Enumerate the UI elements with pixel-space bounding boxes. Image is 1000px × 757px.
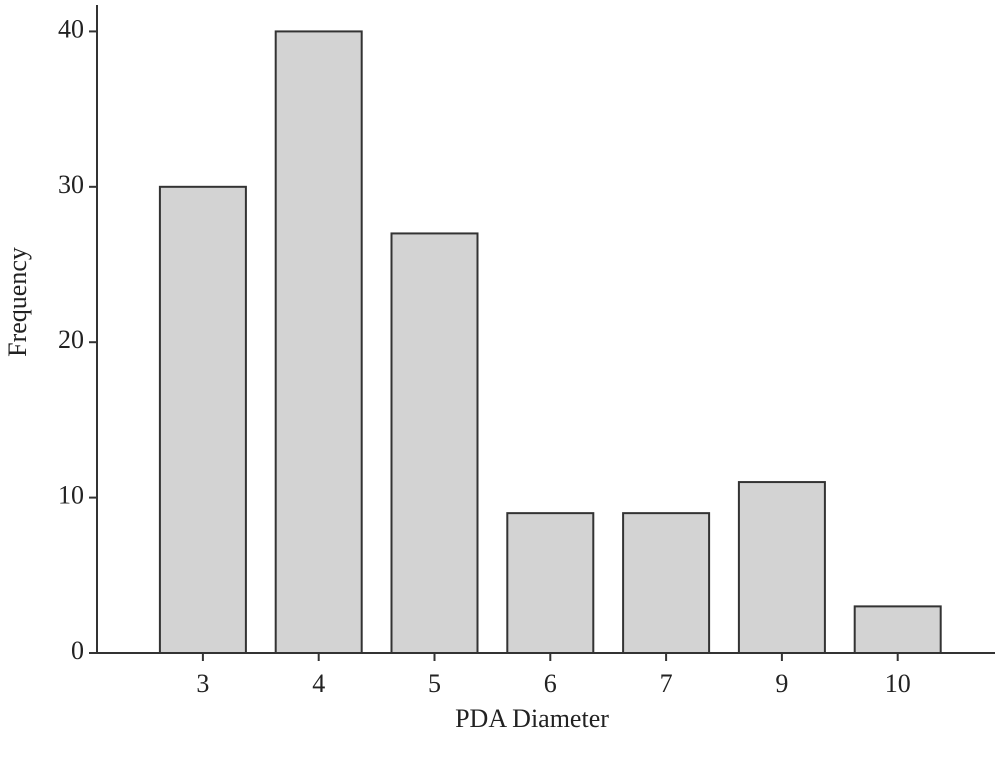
y-axis-title: Frequency [3, 247, 32, 357]
y-tick-label: 30 [58, 170, 84, 199]
bar [737, 481, 826, 655]
y-tick-label: 0 [71, 636, 84, 665]
x-tick-label: 7 [660, 669, 673, 698]
x-tick-label: 3 [196, 669, 209, 698]
bar [506, 512, 595, 654]
x-tick-label: 4 [312, 669, 325, 698]
x-tick-label: 5 [428, 669, 441, 698]
bar [853, 605, 942, 654]
bar [158, 185, 247, 654]
x-tick-label: 6 [544, 669, 557, 698]
bar [390, 232, 479, 655]
bar [622, 512, 711, 654]
y-tick-label: 10 [58, 481, 84, 510]
y-tick-label: 20 [58, 325, 84, 354]
y-tick-label: 40 [58, 14, 84, 43]
x-tick-label: 9 [775, 669, 788, 698]
bar [274, 30, 363, 655]
x-tick-label: 10 [885, 669, 911, 698]
x-axis-title: PDA Diameter [455, 704, 609, 733]
